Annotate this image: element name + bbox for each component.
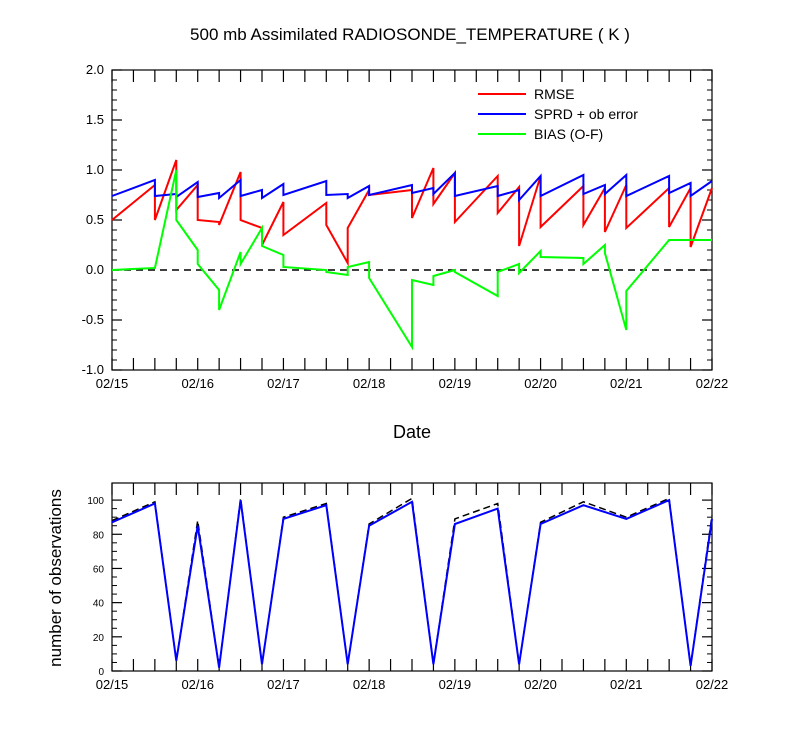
y-axis-label-observations: number of observations	[46, 489, 65, 667]
chart-title: 500 mb Assimilated RADIOSONDE_TEMPERATUR…	[190, 25, 630, 44]
series-line-sprd	[111, 170, 713, 203]
x-axis-label: Date	[393, 422, 431, 442]
bottom-x-tick-label: 02/20	[524, 677, 557, 692]
top-x-tick-label: 02/15	[96, 376, 129, 391]
observations-line-possible	[111, 497, 713, 668]
bottom-y-tick-label: 100	[87, 496, 104, 507]
top-y-tick-label: 0.5	[86, 212, 104, 227]
top-y-tick-label: -0.5	[82, 312, 104, 327]
bottom-x-tick-label: 02/15	[96, 677, 129, 692]
top-plot: 02/15 02/16 02/17 02/18 02/19 02/20 02/21 02/22…	[82, 62, 729, 391]
bottom-x-tick-label: 02/17	[267, 677, 300, 692]
bottom-x-tick-label: 02/19	[439, 677, 472, 692]
bottom-x-tick-label: 02/21	[610, 677, 643, 692]
top-y-tick-label: 1.0	[86, 162, 104, 177]
bottom-x-tick-label: 02/22	[696, 677, 729, 692]
top-y-tick-label: 0.0	[86, 262, 104, 277]
top-x-tick-label: 02/19	[439, 376, 472, 391]
bottom-plot: 02/15 02/16 02/17 02/18 02/19 02/20 02/21 02/22…	[87, 482, 729, 692]
legend-label-bias: BIAS (O-F)	[534, 126, 603, 142]
top-x-tick-label: 02/17	[267, 376, 300, 391]
legend-label-sprd: SPRD + ob error	[534, 106, 638, 122]
top-x-tick-label: 02/16	[181, 376, 214, 391]
bottom-x-tick-label: 02/18	[353, 677, 386, 692]
series-line-rmse	[111, 159, 713, 267]
bottom-frame	[111, 482, 713, 672]
bottom-y-tick-label: 20	[93, 633, 105, 644]
series-line-bias	[111, 169, 712, 351]
top-y-tick-label: 2.0	[86, 62, 104, 77]
top-y-tick-label: 1.5	[86, 112, 104, 127]
legend-label-rmse: RMSE	[534, 86, 574, 102]
observations-line-assimilated	[111, 498, 713, 668]
top-x-tick-label: 02/22	[696, 376, 729, 391]
bottom-y-tick-label: 0	[98, 667, 104, 678]
bottom-y-tick-label: 80	[93, 530, 105, 541]
bottom-y-tick-label: 60	[93, 564, 105, 575]
bottom-y-tick-label: 40	[93, 599, 105, 610]
bottom-x-tick-label: 02/16	[181, 677, 214, 692]
top-x-tick-label: 02/20	[524, 376, 557, 391]
top-y-tick-label: -1.0	[82, 362, 104, 377]
top-x-tick-label: 02/18	[353, 376, 386, 391]
top-x-tick-label: 02/21	[610, 376, 643, 391]
